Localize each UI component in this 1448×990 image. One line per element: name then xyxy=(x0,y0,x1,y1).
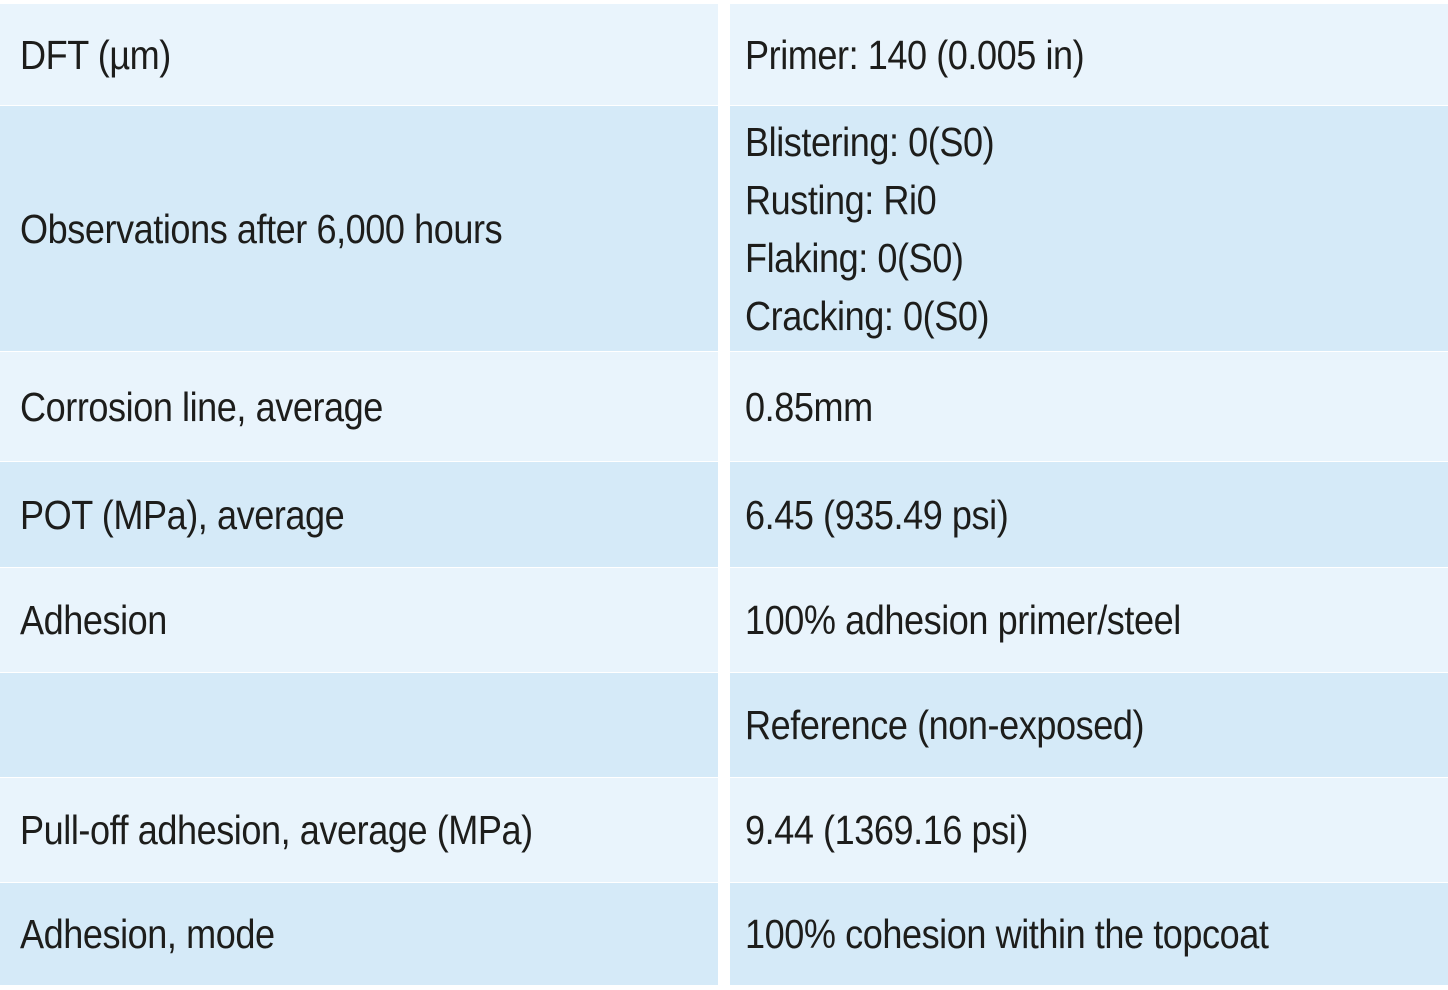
row-label-text: Observations after 6,000 hours xyxy=(20,205,503,252)
row-label: DFT (µm) xyxy=(20,26,718,84)
table-row: Corrosion line, average 0.85mm xyxy=(0,352,1448,461)
row-value-cell: 6.45 (935.49 psi) xyxy=(730,462,1448,567)
row-label-cell: Adhesion, mode xyxy=(0,883,718,985)
row-value-cell: Primer: 140 (0.005 in) xyxy=(730,4,1448,105)
row-value-line: Cracking: 0(S0) xyxy=(745,287,1448,345)
row-value-text: Reference (non-exposed) xyxy=(745,702,1145,748)
table-row: Adhesion 100% adhesion primer/steel xyxy=(0,568,1448,672)
table-row: Observations after 6,000 hours Blisterin… xyxy=(0,106,1448,351)
row-label-cell: Adhesion xyxy=(0,568,718,672)
row-value-text: 100% cohesion within the topcoat xyxy=(745,911,1269,957)
row-value-text: Cracking: 0(S0) xyxy=(745,292,990,339)
row-label-text: Adhesion, mode xyxy=(20,911,275,957)
row-label: Corrosion line, average xyxy=(20,378,718,436)
row-value-cell: 100% adhesion primer/steel xyxy=(730,568,1448,672)
row-value-line: Primer: 140 (0.005 in) xyxy=(745,26,1448,84)
row-label-cell: DFT (µm) xyxy=(0,4,718,105)
row-value-line: Blistering: 0(S0) xyxy=(745,113,1448,171)
row-value-text: Blistering: 0(S0) xyxy=(745,118,995,165)
table-row: POT (MPa), average 6.45 (935.49 psi) xyxy=(0,462,1448,567)
row-label-cell: Observations after 6,000 hours xyxy=(0,106,718,351)
row-label-cell: POT (MPa), average xyxy=(0,462,718,567)
row-value-line: 9.44 (1369.16 psi) xyxy=(745,801,1448,859)
row-value-text: Flaking: 0(S0) xyxy=(745,234,964,281)
row-label-text: DFT (µm) xyxy=(20,31,171,78)
row-label-cell: Corrosion line, average xyxy=(0,352,718,461)
row-value-cell: Reference (non-exposed) xyxy=(730,673,1448,777)
row-label-text: Adhesion xyxy=(20,597,167,643)
row-value-cell: 9.44 (1369.16 psi) xyxy=(730,778,1448,882)
row-label-text: Pull-off adhesion, average (MPa) xyxy=(20,807,533,853)
row-value-text: Rusting: Ri0 xyxy=(745,176,937,223)
row-value-cell: 0.85mm xyxy=(730,352,1448,461)
row-value-line: Rusting: Ri0 xyxy=(745,171,1448,229)
row-label: Observations after 6,000 hours xyxy=(20,200,718,258)
row-value-text: 9.44 (1369.16 psi) xyxy=(745,807,1028,853)
row-label: Adhesion, mode xyxy=(20,905,718,963)
row-value-line: 100% adhesion primer/steel xyxy=(745,591,1448,649)
row-value-cell: 100% cohesion within the topcoat xyxy=(730,883,1448,985)
row-value-text: 0.85mm xyxy=(745,383,873,430)
table-row: Reference (non-exposed) xyxy=(0,673,1448,777)
row-value-line: Reference (non-exposed) xyxy=(745,696,1448,754)
row-label-cell xyxy=(0,673,718,777)
row-value-text: 100% adhesion primer/steel xyxy=(745,597,1181,643)
row-label: Adhesion xyxy=(20,591,718,649)
row-value-line: 0.85mm xyxy=(745,378,1448,436)
row-label-text: Corrosion line, average xyxy=(20,383,383,430)
row-value-text: 6.45 (935.49 psi) xyxy=(745,491,1009,538)
row-label: Pull-off adhesion, average (MPa) xyxy=(20,801,718,859)
row-label-cell: Pull-off adhesion, average (MPa) xyxy=(0,778,718,882)
row-value-cell: Blistering: 0(S0) Rusting: Ri0 Flaking: 0(… xyxy=(730,106,1448,351)
table-row: Adhesion, mode 100% cohesion within the … xyxy=(0,883,1448,985)
row-value-line: 100% cohesion within the topcoat xyxy=(745,905,1448,963)
row-value-line: Flaking: 0(S0) xyxy=(745,229,1448,287)
row-value-line: 6.45 (935.49 psi) xyxy=(745,486,1448,544)
table-row: Pull-off adhesion, average (MPa) 9.44 (1… xyxy=(0,778,1448,882)
table-row: DFT (µm) Primer: 140 (0.005 in) xyxy=(0,4,1448,105)
row-label: POT (MPa), average xyxy=(20,486,718,544)
row-label-text: POT (MPa), average xyxy=(20,491,345,538)
row-value-text: Primer: 140 (0.005 in) xyxy=(745,31,1085,78)
